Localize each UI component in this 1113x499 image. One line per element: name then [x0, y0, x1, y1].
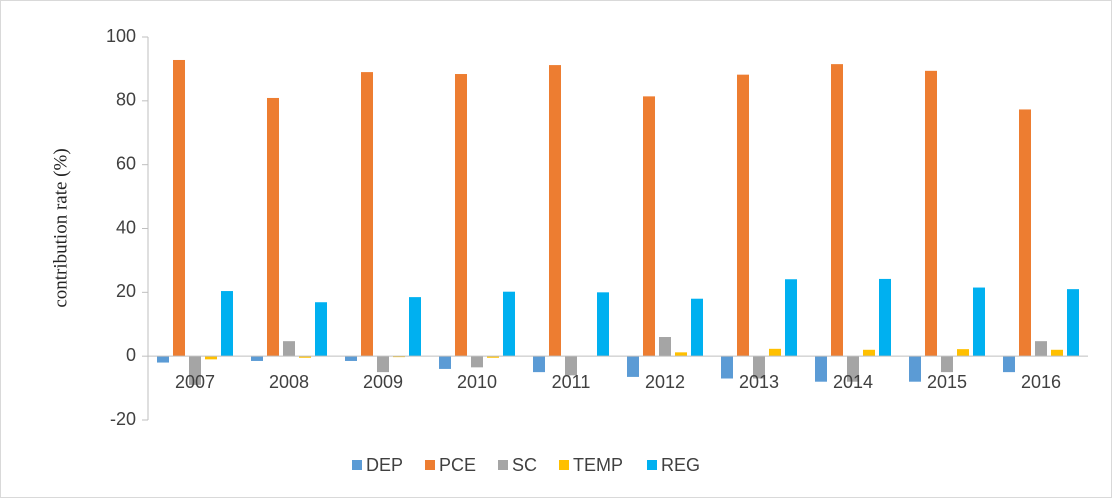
x-tick-label: 2013: [739, 372, 779, 392]
bar: [925, 70, 937, 357]
bar: [361, 72, 373, 357]
bar: [157, 356, 169, 363]
bar: [173, 59, 185, 357]
bar: [345, 356, 357, 361]
bar: [251, 356, 263, 361]
legend-label: TEMP: [573, 455, 623, 475]
x-tick-label: 2016: [1021, 372, 1061, 392]
y-tick-label: -20: [110, 409, 136, 429]
bar: [831, 64, 843, 357]
bar: [597, 292, 609, 357]
legend-swatch: [425, 460, 435, 470]
bar: [847, 356, 859, 382]
bar: [283, 341, 295, 357]
legend-swatch: [352, 460, 362, 470]
legend-label: REG: [661, 455, 700, 475]
bar: [1067, 289, 1079, 357]
x-tick-label: 2009: [363, 372, 403, 392]
bar: [785, 279, 797, 357]
y-axis-label: contribution rate (%): [50, 148, 71, 307]
bar: [487, 356, 499, 358]
y-tick-label: 60: [116, 153, 136, 173]
bar: [941, 356, 953, 373]
y-tick-label: 80: [116, 90, 136, 110]
x-tick-label: 2007: [175, 372, 215, 392]
y-tick-label: 100: [106, 26, 136, 46]
bar: [1003, 356, 1015, 373]
bar: [769, 348, 781, 357]
x-tick-label: 2011: [552, 372, 591, 392]
bar: [471, 356, 483, 368]
bar: [879, 278, 891, 357]
bar: [863, 349, 875, 357]
y-tick-label: 20: [116, 281, 136, 301]
x-tick-label: 2014: [833, 372, 873, 392]
bar: [565, 356, 577, 376]
bar: [1035, 341, 1047, 357]
bar: [909, 356, 921, 382]
bar: [409, 297, 421, 357]
bar: [377, 356, 389, 373]
bar: [267, 97, 279, 357]
bar: [439, 356, 451, 369]
bar: [315, 302, 327, 357]
x-tick-label: 2010: [457, 372, 497, 392]
bar: [627, 356, 639, 377]
legend-swatch: [647, 460, 657, 470]
bar: [205, 356, 217, 360]
bar: [691, 298, 703, 357]
x-tick-label: 2012: [645, 372, 685, 392]
bar: [299, 356, 311, 358]
bar: [815, 356, 827, 382]
bar: [189, 356, 201, 385]
legend-swatch: [498, 460, 508, 470]
x-tick-label: 2008: [269, 372, 309, 392]
bar: [753, 356, 765, 379]
legend-label: SC: [512, 455, 537, 475]
bar: [1019, 109, 1031, 357]
bar: [737, 74, 749, 357]
bar: [221, 291, 233, 357]
bar: [455, 74, 467, 357]
bar: [957, 349, 969, 357]
y-tick-label: 0: [126, 345, 136, 365]
bar: [675, 352, 687, 357]
bar: [973, 287, 985, 357]
bar: [533, 356, 545, 373]
bar: [503, 291, 515, 357]
bar: [549, 65, 561, 357]
legend-label: DEP: [366, 455, 403, 475]
legend-swatch: [559, 460, 569, 470]
bar: [1051, 349, 1063, 357]
bar: [721, 356, 733, 379]
legend-label: PCE: [439, 455, 476, 475]
bar: [643, 96, 655, 357]
bar: [659, 337, 671, 357]
x-tick-label: 2015: [927, 372, 967, 392]
y-tick-label: 40: [116, 217, 136, 237]
